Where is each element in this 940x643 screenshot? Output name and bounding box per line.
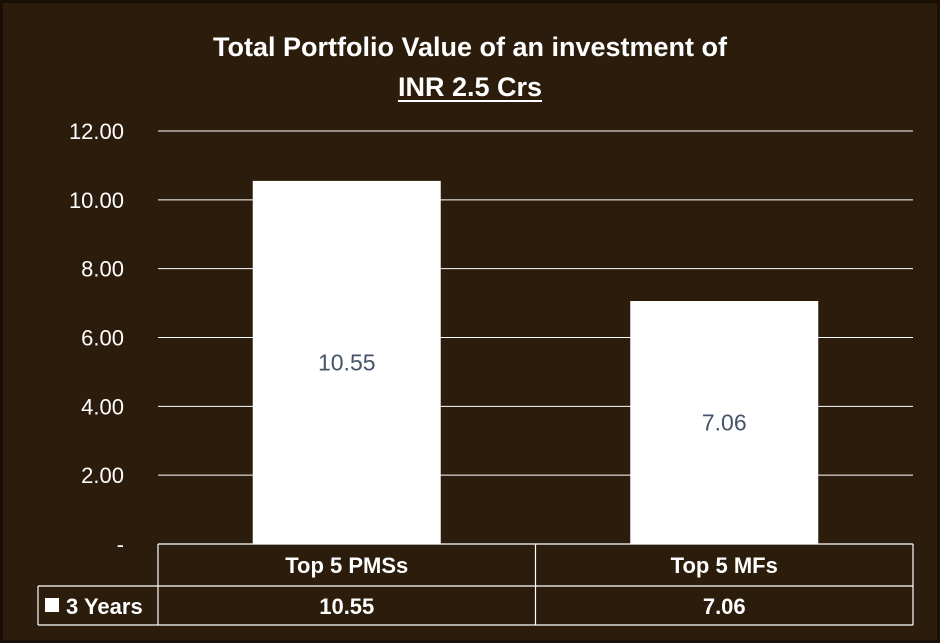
category-label: Top 5 PMSs <box>285 553 408 578</box>
y-tick-label: 6.00 <box>81 326 124 351</box>
table-value: 7.06 <box>703 594 746 619</box>
chart-title: Total Portfolio Value of an investment o… <box>212 32 728 62</box>
y-tick-label: 12.00 <box>69 119 124 144</box>
data-label: 10.55 <box>318 349 376 375</box>
data-label: 7.06 <box>702 410 747 436</box>
legend-key <box>45 598 59 612</box>
category-label: Top 5 MFs <box>671 553 778 578</box>
y-tick-label: 4.00 <box>81 394 124 419</box>
chart-subtitle-text: INR 2.5 Crs <box>397 72 543 102</box>
bar <box>630 301 819 544</box>
legend-label: 3 Years <box>66 594 143 619</box>
y-tick-label: - <box>117 532 124 557</box>
y-tick-label: 10.00 <box>69 188 124 213</box>
table-value: 10.55 <box>319 594 374 619</box>
y-tick-label: 2.00 <box>81 463 124 488</box>
y-tick-label: 8.00 <box>81 257 124 282</box>
chart-subtitle: INR 2.5 Crs <box>0 72 940 103</box>
bar <box>252 180 441 544</box>
